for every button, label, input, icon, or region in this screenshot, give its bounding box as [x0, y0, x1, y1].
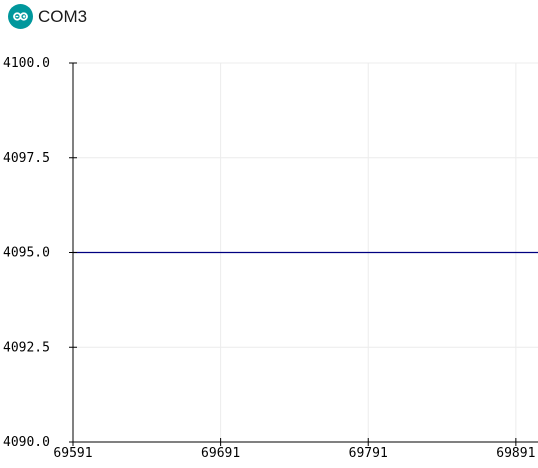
title-bar: COM3: [0, 0, 538, 34]
window-title: COM3: [38, 7, 88, 26]
x-tick-label: 69591: [53, 446, 92, 461]
axes: [69, 62, 538, 446]
y-tick-label: 4100.0: [3, 56, 50, 71]
x-tick-label: 69691: [201, 446, 240, 461]
y-tick-label: 4090.0: [3, 435, 50, 450]
y-tick-label: 4097.5: [3, 151, 50, 166]
arduino-logo-icon: [8, 4, 33, 29]
x-tick-label: 69891: [496, 446, 535, 461]
y-tick-label: 4092.5: [3, 340, 50, 355]
x-tick-label: 69791: [349, 446, 388, 461]
y-tick-label: 4095.0: [3, 246, 50, 261]
